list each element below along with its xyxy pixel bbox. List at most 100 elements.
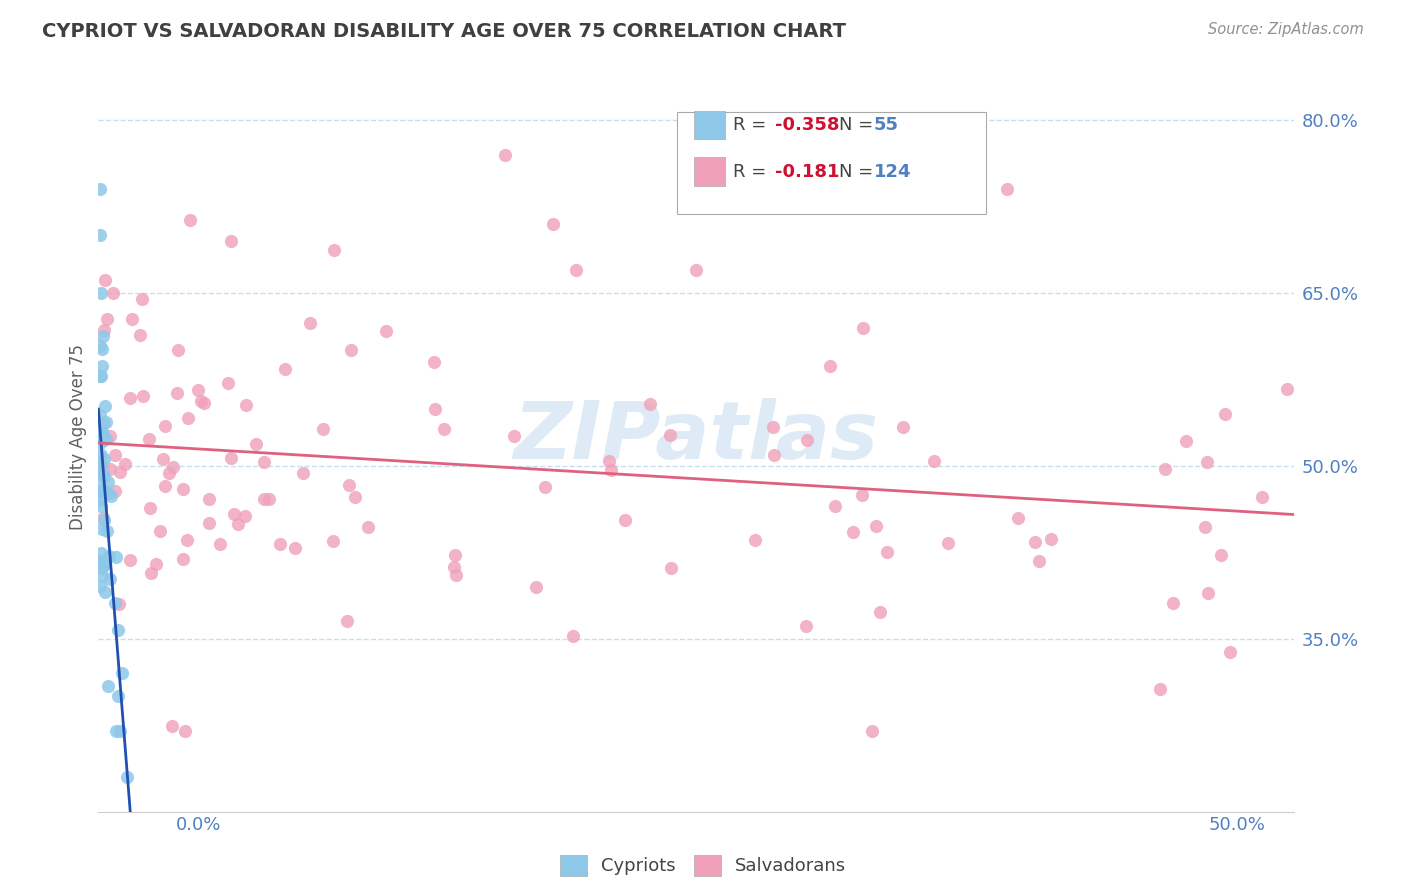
Point — [219, 235, 242, 249]
Point — [98, 462, 121, 476]
Point — [90, 458, 112, 473]
Point — [541, 217, 564, 231]
Point — [253, 492, 276, 507]
Point — [336, 614, 359, 628]
Point — [89, 554, 111, 568]
Point — [121, 311, 143, 326]
Point — [104, 483, 127, 498]
Point — [108, 724, 131, 739]
Point — [166, 385, 188, 400]
Point — [179, 212, 201, 227]
Point — [565, 263, 588, 277]
Text: -0.358: -0.358 — [776, 116, 839, 134]
Point — [98, 429, 121, 443]
Point — [659, 428, 682, 442]
Text: 55: 55 — [875, 116, 898, 134]
Point — [94, 584, 117, 599]
Point — [322, 533, 344, 548]
Point — [89, 369, 111, 384]
Point — [90, 499, 112, 513]
Text: R =: R = — [734, 116, 772, 134]
Point — [235, 398, 257, 412]
Point — [91, 556, 114, 570]
Point — [91, 465, 114, 479]
Point — [94, 273, 117, 287]
Point — [153, 418, 176, 433]
Point — [561, 629, 583, 643]
Point — [357, 520, 380, 534]
Point — [284, 541, 307, 556]
Point — [155, 479, 177, 493]
Point — [1007, 510, 1029, 524]
Text: N =: N = — [839, 162, 879, 180]
Point — [876, 545, 898, 559]
Point — [187, 383, 209, 397]
Point — [111, 666, 134, 681]
Point — [107, 623, 129, 637]
Point — [818, 359, 841, 374]
Point — [761, 419, 783, 434]
Point — [1024, 534, 1046, 549]
Point — [1197, 454, 1219, 468]
Point — [90, 522, 112, 536]
Point — [97, 549, 120, 564]
Text: CYPRIOT VS SALVADORAN DISABILITY AGE OVER 75 CORRELATION CHART: CYPRIOT VS SALVADORAN DISABILITY AGE OVE… — [42, 22, 846, 41]
Point — [89, 435, 111, 450]
Point — [446, 568, 468, 582]
Point — [138, 432, 160, 446]
Point — [177, 411, 200, 425]
Point — [107, 690, 129, 704]
Point — [93, 416, 115, 430]
Point — [198, 516, 221, 530]
Point — [190, 394, 212, 409]
Point — [860, 724, 883, 739]
Point — [176, 533, 198, 547]
Point — [533, 480, 555, 494]
Point — [90, 285, 112, 300]
Point — [96, 415, 118, 429]
Point — [1161, 596, 1184, 610]
Point — [598, 454, 620, 468]
Point — [503, 428, 526, 442]
Point — [89, 408, 111, 422]
Text: 124: 124 — [875, 162, 911, 180]
Point — [193, 396, 215, 410]
Point — [93, 434, 115, 448]
Point — [149, 524, 172, 538]
Point — [93, 399, 115, 413]
Point — [91, 328, 114, 343]
Text: ZIPatlas: ZIPatlas — [513, 398, 879, 476]
Text: Source: ZipAtlas.com: Source: ZipAtlas.com — [1208, 22, 1364, 37]
Point — [1213, 407, 1236, 421]
Point — [444, 548, 467, 562]
Point — [763, 449, 786, 463]
Point — [132, 389, 155, 403]
Point — [1028, 554, 1050, 568]
Point — [375, 325, 398, 339]
Point — [312, 422, 335, 436]
Point — [841, 524, 863, 539]
Point — [222, 507, 245, 521]
Point — [638, 397, 661, 411]
Point — [423, 355, 446, 369]
Point — [494, 147, 516, 161]
Legend: Cypriots, Salvadorans: Cypriots, Salvadorans — [553, 847, 853, 883]
Point — [131, 292, 153, 306]
Point — [89, 228, 111, 243]
Point — [1219, 644, 1241, 658]
Point — [145, 557, 167, 571]
Point — [228, 516, 250, 531]
Point — [614, 513, 637, 527]
Point — [1275, 382, 1298, 396]
Text: 50.0%: 50.0% — [1209, 816, 1265, 834]
Point — [114, 457, 136, 471]
Point — [423, 402, 446, 417]
Point — [995, 182, 1018, 196]
Point — [108, 597, 131, 611]
Point — [120, 392, 142, 406]
Point — [89, 458, 111, 473]
Point — [233, 508, 256, 523]
Point — [936, 536, 959, 550]
Point — [340, 343, 363, 357]
Point — [90, 569, 112, 583]
